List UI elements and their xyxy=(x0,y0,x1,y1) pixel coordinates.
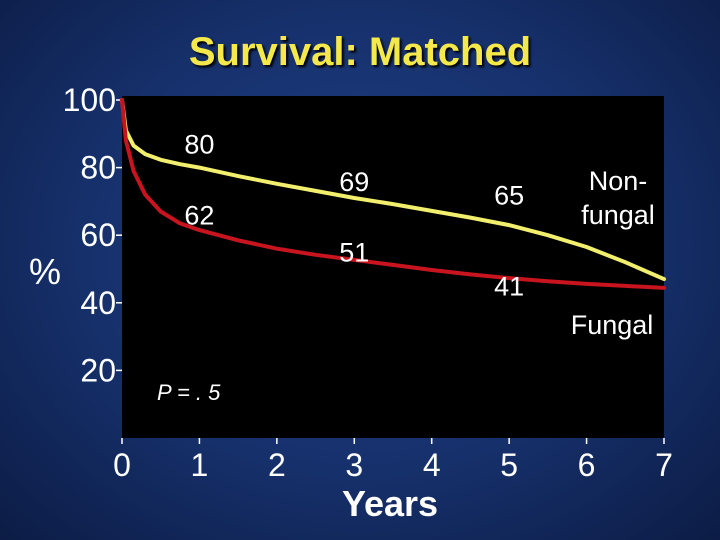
y-axis: 20 40 60 80 100 xyxy=(63,82,122,388)
chart-title: Survival: Matched xyxy=(188,30,532,74)
series-label-line: Non- xyxy=(589,166,648,196)
x-tick-label: 4 xyxy=(423,447,441,483)
x-axis: 0 1 2 3 4 5 6 7 xyxy=(113,438,673,483)
series-label-fungal: Fungal xyxy=(571,310,654,340)
y-axis-label: % xyxy=(29,251,61,292)
y-tick-label: 60 xyxy=(80,217,116,253)
data-label: 62 xyxy=(184,200,214,230)
y-tick-label: 40 xyxy=(80,285,116,321)
y-tick-label: 100 xyxy=(63,82,116,118)
data-label: 51 xyxy=(339,238,369,268)
data-label: 80 xyxy=(184,130,214,160)
x-tick-label: 0 xyxy=(113,447,131,483)
x-tick-label: 1 xyxy=(191,447,209,483)
y-tick-label: 80 xyxy=(80,150,116,186)
data-label: 41 xyxy=(494,271,524,301)
x-tick-label: 6 xyxy=(578,447,596,483)
x-tick-label: 5 xyxy=(500,447,518,483)
p-value-annotation: P = . 5 xyxy=(157,380,221,405)
x-tick-label: 3 xyxy=(345,447,363,483)
x-tick-label: 2 xyxy=(268,447,286,483)
series-lines xyxy=(120,98,666,290)
data-labels: 80 69 65 62 51 41 xyxy=(184,130,524,302)
series-label-line: fungal xyxy=(581,200,655,230)
plot-area xyxy=(122,96,664,438)
data-label: 65 xyxy=(494,180,524,210)
x-tick-label: 7 xyxy=(655,447,673,483)
y-tick-label: 20 xyxy=(80,352,116,388)
data-label: 69 xyxy=(339,167,369,197)
series-line-non-fungal xyxy=(120,98,666,282)
series-label-non-fungal: Non-fungal xyxy=(581,166,655,230)
x-axis-label: Years xyxy=(342,483,438,524)
series-label-line: Fungal xyxy=(571,310,654,340)
series-line-fungal xyxy=(120,98,666,290)
